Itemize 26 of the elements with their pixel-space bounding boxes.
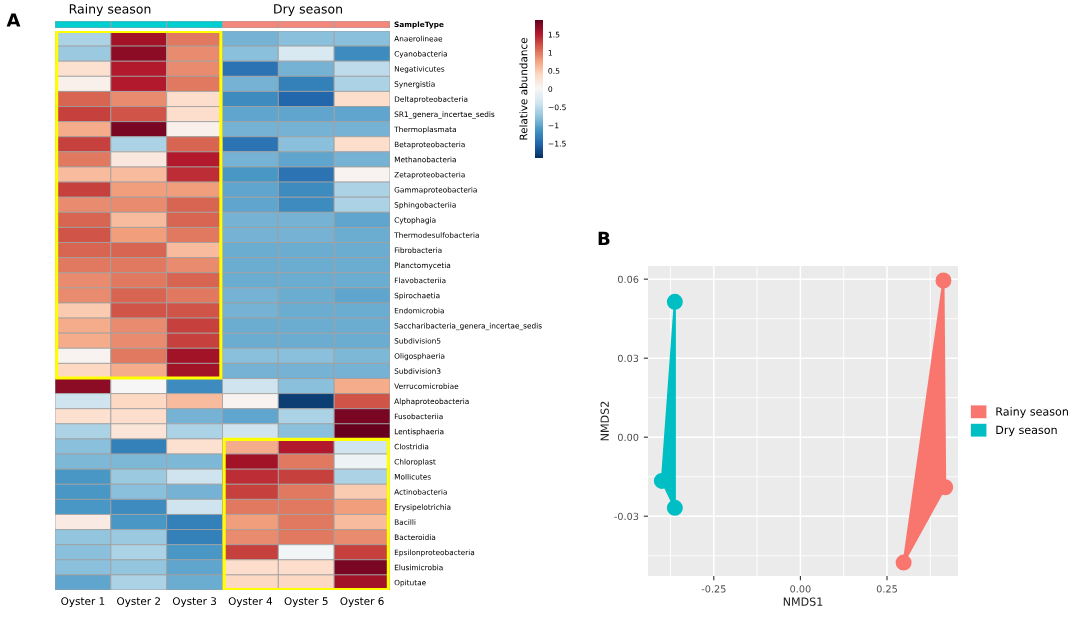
point	[666, 293, 683, 310]
y-axis-title: NMDS2	[600, 401, 609, 441]
text: B	[598, 231, 610, 245]
point	[935, 272, 952, 289]
text: A	[6, 13, 21, 27]
x-tick-label: -0.25	[701, 585, 726, 593]
point	[666, 499, 683, 516]
x-tick-label: Oyster 1	[61, 597, 105, 608]
y-tick-label: -0.03	[614, 512, 639, 521]
point	[895, 554, 912, 571]
color-bar-title: Relative abundance	[519, 37, 528, 140]
y-tick-label: 0.06	[617, 275, 639, 283]
x-tick-label: 0.00	[790, 585, 811, 593]
y-tick-label: 0.00	[617, 433, 639, 442]
text: Dry season	[274, 4, 342, 17]
x-tick-label: 0.25	[876, 585, 897, 593]
x-tick-label: Oyster 6	[340, 597, 384, 608]
x-tick-label: Oyster 3	[172, 597, 216, 608]
x-axis-title: NMDS1	[783, 597, 823, 606]
x-tick-label: Oyster 4	[228, 597, 273, 608]
y-tick-label: 0.03	[617, 354, 639, 363]
x-tick-label: Oyster 2	[117, 597, 160, 608]
legend-label: Rainy season	[996, 407, 1068, 418]
x-tick-label: Oyster 5	[284, 597, 328, 608]
legend-label: Dry season	[996, 425, 1057, 437]
text: Rainy season	[69, 3, 151, 17]
